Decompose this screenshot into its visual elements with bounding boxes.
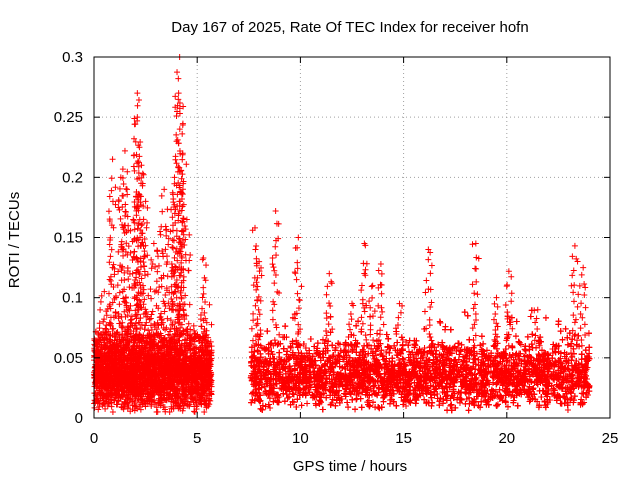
data-point [102,405,109,412]
data-point [149,308,156,315]
data-point [191,408,198,415]
data-point [96,403,103,410]
data-point [103,312,110,319]
data-point [97,306,104,313]
data-point [96,320,103,327]
points-layer [91,54,593,415]
data-point [206,301,213,308]
data-point [142,322,149,329]
data-point [109,408,116,415]
